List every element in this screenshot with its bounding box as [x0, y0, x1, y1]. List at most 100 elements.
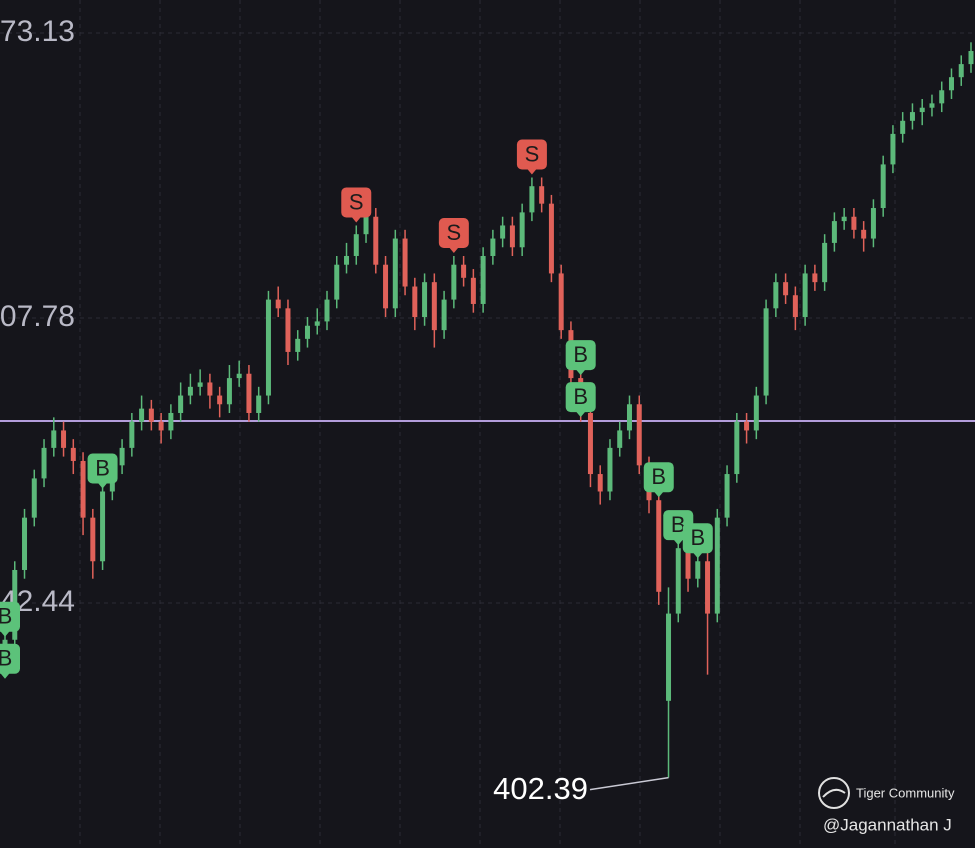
candle-body — [480, 255, 486, 304]
candle-body — [70, 447, 76, 461]
candle-body — [948, 77, 954, 91]
candle-body — [383, 264, 389, 309]
candle-body — [304, 325, 310, 339]
candle-body — [139, 408, 145, 422]
marker-box — [438, 217, 469, 248]
candle-body — [617, 430, 623, 448]
candle-body — [285, 308, 291, 352]
candle-body — [295, 338, 301, 352]
y-tick-label: 507.78 — [0, 300, 75, 333]
trade-marker: S — [341, 187, 372, 223]
handle: @Jagannathan J — [823, 815, 952, 834]
candle-body — [900, 120, 906, 134]
candle-body — [31, 478, 37, 518]
candle-body — [812, 273, 818, 283]
candle-body — [890, 133, 896, 165]
marker-box — [87, 453, 118, 484]
marker-label: B — [651, 464, 666, 489]
candle-body — [519, 212, 525, 248]
marker-pointer — [673, 539, 684, 546]
marker-box — [341, 187, 372, 218]
trade-marker: B — [87, 453, 118, 489]
candle-body — [783, 282, 789, 296]
y-tick-label: 573.13 — [0, 15, 75, 48]
candle-body — [158, 421, 164, 431]
candle-body — [22, 517, 28, 570]
marker-label: B — [95, 455, 110, 480]
trade-marker: B — [0, 601, 20, 637]
candle-body — [675, 548, 681, 614]
marker-label: B — [0, 604, 12, 629]
candle-body — [344, 255, 350, 265]
candle-body — [841, 216, 847, 222]
candle-body — [763, 308, 769, 396]
marker-pointer — [692, 552, 703, 559]
marker-label: B — [0, 646, 12, 671]
candle-body — [587, 412, 593, 475]
candle-body — [851, 216, 857, 230]
candle-body — [626, 404, 632, 431]
candle-body — [41, 447, 47, 479]
candle-body — [256, 395, 262, 413]
marker-box — [682, 523, 713, 554]
candle-body — [275, 299, 281, 309]
marker-pointer — [575, 369, 586, 376]
candle-body — [422, 282, 428, 318]
candle-body — [685, 548, 691, 579]
candle-body — [80, 460, 86, 518]
candle-body — [61, 430, 67, 448]
candle-body — [714, 517, 720, 614]
candle-body — [217, 395, 223, 405]
candle-body — [529, 186, 535, 213]
time-grid — [79, 0, 896, 848]
candle-body — [861, 229, 867, 239]
marker-label: S — [349, 189, 364, 214]
candle-body — [705, 561, 711, 614]
trade-marker: B — [643, 462, 674, 498]
marker-pointer — [575, 411, 586, 418]
candle-body — [919, 107, 925, 113]
candle-body — [822, 242, 828, 283]
marker-pointer — [0, 630, 10, 637]
candle-body — [607, 447, 613, 492]
marker-box — [643, 462, 674, 493]
annotation-leader — [589, 776, 669, 791]
candle-body — [148, 408, 154, 422]
marker-pointer — [351, 216, 362, 223]
candle-body — [373, 216, 379, 265]
marker-box — [565, 382, 596, 413]
candle-body — [187, 386, 193, 396]
candle-body — [939, 90, 945, 104]
candle-body — [402, 238, 408, 287]
marker-box — [0, 643, 20, 674]
candle-body — [753, 395, 759, 431]
trade-marker: B — [565, 382, 596, 418]
trade-marker: S — [438, 217, 469, 253]
candle-body — [636, 404, 642, 466]
candle-body — [509, 225, 515, 248]
candle-body — [656, 500, 662, 592]
candle-body — [744, 421, 750, 431]
candle-body — [226, 378, 232, 405]
candle-body — [724, 474, 730, 518]
candle-body — [363, 216, 369, 235]
candle-body — [773, 282, 779, 309]
low-annotation: 402.39 — [493, 771, 588, 806]
marker-label: B — [671, 512, 686, 537]
marker-box — [516, 139, 547, 170]
candle-body — [539, 186, 545, 204]
candle-body — [558, 273, 564, 331]
candle-body — [314, 321, 320, 326]
candle-body — [597, 474, 603, 492]
candle-body — [909, 112, 915, 121]
candle-body — [792, 295, 798, 318]
marker-label: B — [573, 342, 588, 367]
candle-body — [461, 264, 467, 278]
marker-pointer — [97, 482, 108, 489]
candle-body — [968, 51, 974, 65]
marker-label: S — [525, 141, 540, 166]
trade-marker: B — [565, 340, 596, 376]
